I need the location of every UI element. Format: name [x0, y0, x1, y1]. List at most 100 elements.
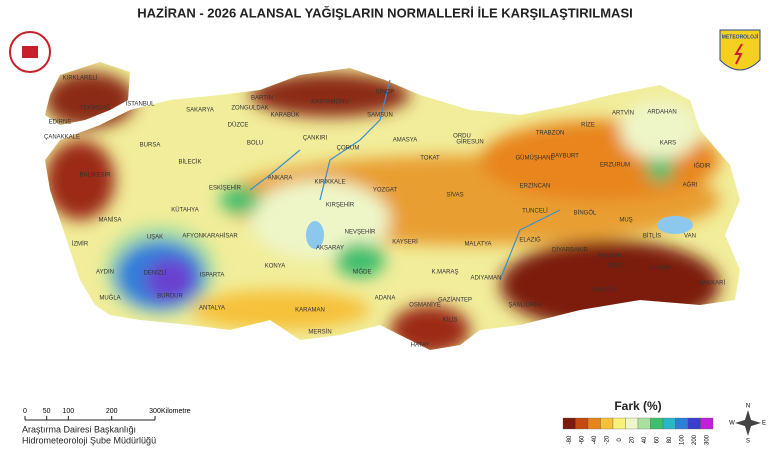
- province-label: DİYARBAKIR: [552, 247, 589, 254]
- legend-label: 80: [667, 436, 673, 443]
- footer-line: Hidrometeoroloji Şube Müdürlüğü: [22, 435, 156, 445]
- province-label: KARAMAN: [295, 308, 325, 314]
- province-label: YOZGAT: [373, 188, 398, 194]
- province-label: VAN: [684, 234, 696, 240]
- province-label: KARS: [660, 141, 676, 147]
- legend-swatch: [562, 417, 576, 430]
- province-label: SİİRT: [607, 263, 623, 270]
- province-label: BAYBURT: [551, 154, 579, 160]
- province-label: AYDIN: [96, 270, 114, 276]
- legend-label: 60: [654, 436, 660, 443]
- province-label: BİLECİK: [178, 159, 201, 166]
- province-label: NİĞDE: [352, 269, 371, 276]
- title: HAZİRAN - 2026 ALANSAL YAĞIŞLARIN NORMAL…: [137, 5, 632, 20]
- legend-label: -80: [567, 435, 573, 444]
- province-label: BURDUR: [157, 294, 183, 300]
- province-label: GAZİANTEP: [438, 297, 472, 304]
- province-label: BARTIN: [251, 96, 273, 102]
- province-label: MANİSA: [98, 217, 121, 224]
- rainfall-field: [45, 62, 740, 350]
- legend-swatch: [587, 417, 601, 430]
- province-label: MARDİN: [593, 287, 617, 294]
- legend-label: -60: [579, 435, 585, 444]
- province-label: ARTVİN: [612, 110, 634, 117]
- province-label: OSMANİYE: [409, 302, 441, 309]
- legend-swatch: [625, 417, 639, 430]
- footer-line: Araştırma Dairesi Başkanlığı: [22, 424, 136, 434]
- left-logo: [9, 31, 51, 73]
- province-label: ÇANKIRI: [303, 136, 328, 142]
- province-label: ÇORUM: [337, 146, 360, 152]
- legend-swatch: [687, 417, 701, 430]
- province-label: TRABZON: [536, 131, 565, 137]
- province-label: ZONGULDAK: [231, 106, 268, 112]
- province-label: AKSARAY: [316, 246, 344, 252]
- province-label: HAKKARİ: [699, 280, 726, 287]
- province-label: KONYA: [265, 264, 286, 270]
- legend-swatch: [700, 417, 714, 430]
- legend-label: -40: [592, 435, 598, 444]
- province-label: IĞDIR: [694, 163, 711, 170]
- province-label: SAKARYA: [186, 108, 214, 114]
- legend-swatch: [575, 417, 589, 430]
- compass-s: S: [746, 439, 750, 445]
- province-label: HATAY: [411, 343, 430, 349]
- legend-swatch: [662, 417, 676, 430]
- province-label: ISPARTA: [200, 273, 225, 279]
- province-label: KİLİS: [443, 317, 458, 324]
- province-label: BALIKESİR: [79, 172, 111, 179]
- province-label: MUŞ: [619, 218, 632, 224]
- scale-label: 300: [149, 408, 161, 415]
- province-label: ŞANLIURFA: [508, 303, 541, 309]
- legend: -80 -60 -40 -20 0 20 40 60 80 100 200 300: [562, 417, 714, 445]
- province-label: EDİRNE: [49, 119, 72, 126]
- legend-swatch: [600, 417, 614, 430]
- logo-text: METEOROLOJİ: [722, 33, 759, 40]
- legend-swatch: [637, 417, 651, 430]
- province-label: ŞIRNAK: [649, 266, 671, 272]
- province-label: ERZİNCAN: [520, 183, 551, 190]
- compass: N E S W: [729, 404, 766, 445]
- province-label: KIRKLARELİ: [63, 75, 98, 82]
- legend-swatch: [650, 417, 664, 430]
- scale-bar: 0 50 100 200 300 Kilometre: [23, 408, 191, 421]
- province-label: MALATYA: [464, 242, 491, 248]
- scale-unit: Kilometre: [161, 408, 191, 415]
- province-label: GİRESUN: [456, 139, 483, 146]
- province-label: İZMİR: [72, 241, 89, 248]
- province-label: K.MARAŞ: [431, 270, 458, 276]
- legend-swatch: [612, 417, 626, 430]
- province-label: ÇANAKKALE: [44, 135, 80, 141]
- province-label: ERZURUM: [600, 163, 630, 169]
- province-label: İSTANBUL: [126, 101, 156, 108]
- province-label: ESKİŞEHİR: [209, 185, 242, 192]
- province-label: RİZE: [581, 122, 595, 129]
- province-label: SİNOP: [376, 89, 395, 96]
- province-label: ELAZIĞ: [519, 237, 541, 244]
- legend-label: 200: [692, 434, 698, 445]
- legend-label: 20: [629, 436, 635, 443]
- province-label: BATMAN: [598, 254, 623, 260]
- province-label: ADANA: [375, 296, 396, 302]
- legend-label: -20: [604, 435, 610, 444]
- legend-title: Fark (%): [614, 399, 661, 413]
- province-label: KARABÜK: [271, 112, 300, 119]
- province-label: KIRIKKALE: [314, 180, 345, 186]
- province-label: BİNGÖL: [574, 210, 597, 217]
- province-label: SAMSUN: [367, 113, 393, 119]
- compass-e: E: [762, 421, 766, 427]
- province-label: ORDU: [453, 134, 471, 140]
- scale-label: 200: [106, 408, 118, 415]
- province-label: AMASYA: [393, 138, 418, 144]
- legend-label: 40: [642, 436, 648, 443]
- province-label: TUNCELİ: [522, 208, 548, 215]
- province-label: KAYSERİ: [392, 239, 418, 246]
- province-label: KÜTAHYA: [171, 207, 198, 214]
- right-logo: METEOROLOJİ: [719, 29, 761, 71]
- province-label: DENİZLİ: [143, 270, 166, 277]
- province-label: ARDAHAN: [647, 110, 676, 116]
- legend-swatch: [675, 417, 689, 430]
- province-label: GÜMÜŞHANE: [515, 155, 554, 162]
- compass-n: N: [746, 404, 750, 410]
- province-label: MUĞLA: [99, 295, 120, 302]
